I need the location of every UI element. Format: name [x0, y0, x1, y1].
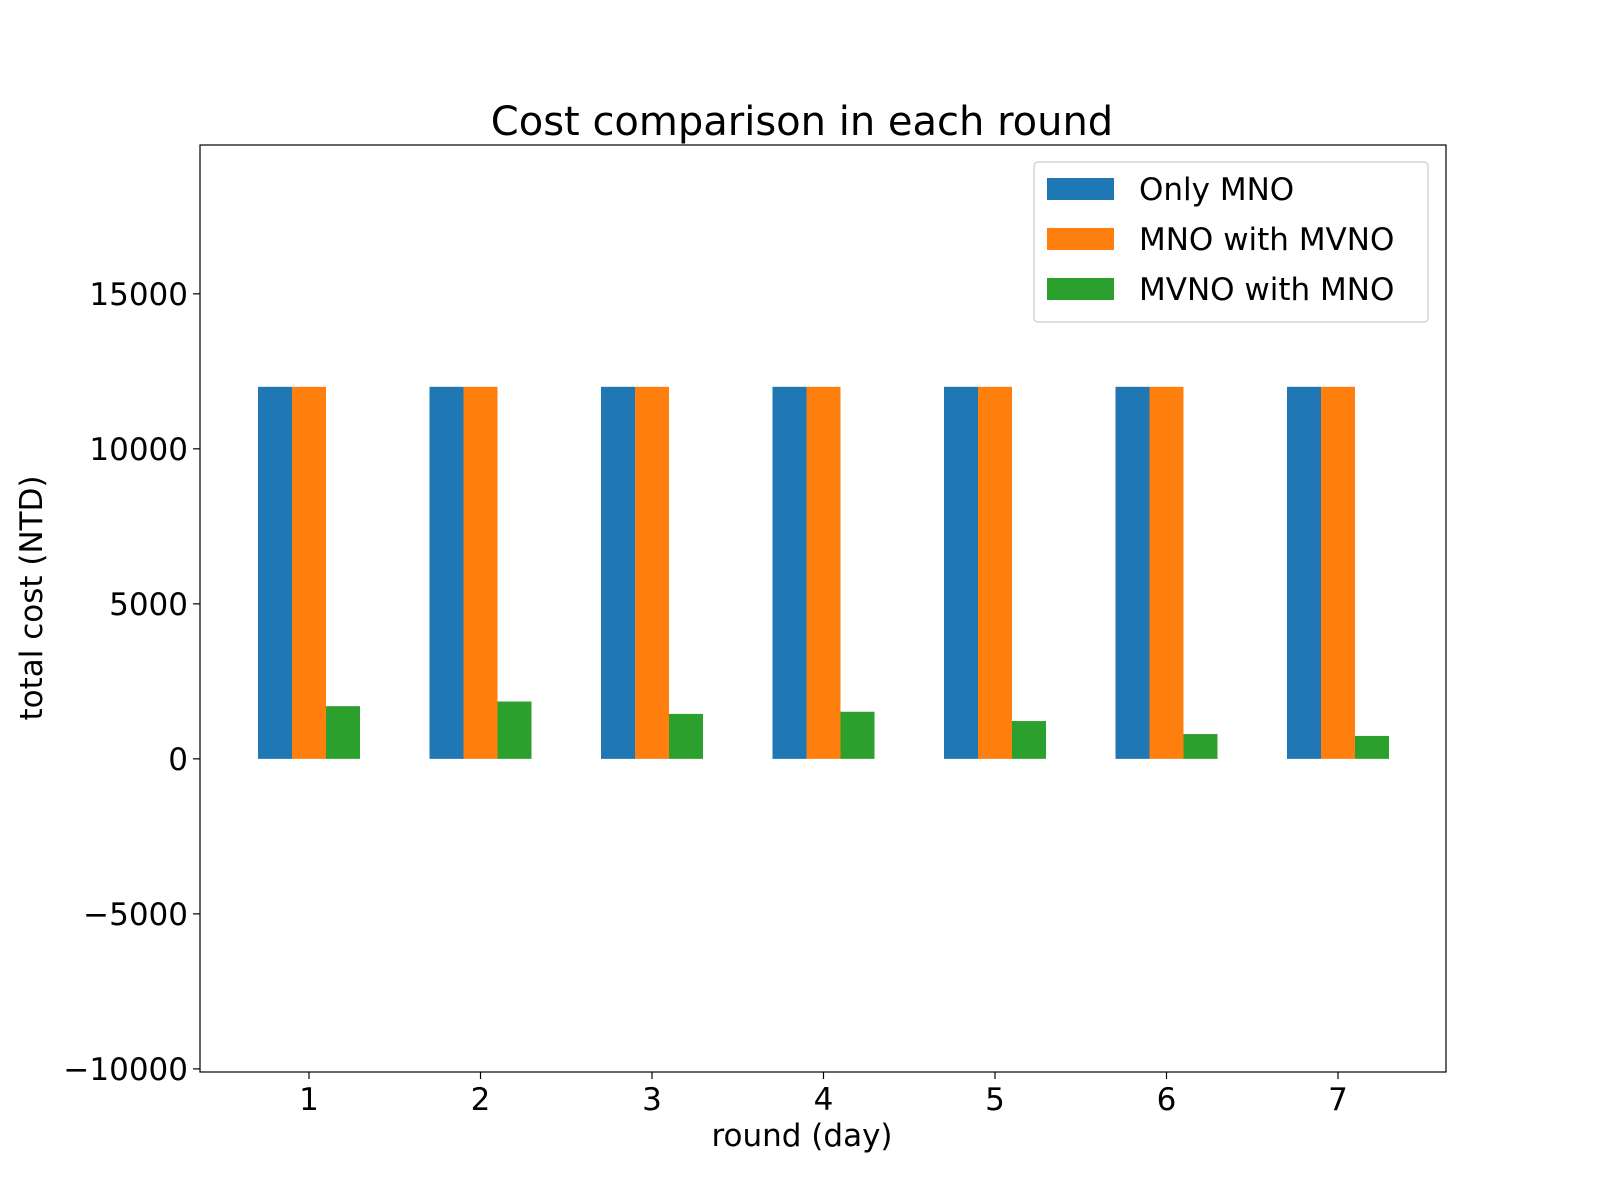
- legend-label: Only MNO: [1139, 172, 1294, 208]
- bar-series-1-round-5: [944, 386, 978, 759]
- bar-series-2-round-4: [806, 386, 841, 759]
- bar-series-1-round-6: [1115, 386, 1150, 759]
- chart-title: Cost comparison in each round: [491, 99, 1113, 145]
- legend-label: MVNO with MNO: [1139, 272, 1394, 308]
- legend-swatch: [1047, 278, 1114, 300]
- x-tick-label: 7: [1328, 1082, 1348, 1118]
- bar-series-1-round-4: [772, 386, 807, 759]
- x-axis-label: round (day): [711, 1118, 892, 1154]
- y-tick-label: −5000: [83, 897, 188, 933]
- bar-series-1-round-3: [601, 386, 635, 759]
- bar-series-3-round-1: [326, 706, 360, 759]
- bar-series-2-round-2: [463, 386, 498, 759]
- bars-layer: [258, 386, 1389, 759]
- bar-series-1-round-7: [1287, 386, 1321, 759]
- bar-series-3-round-3: [669, 713, 703, 759]
- legend-swatch: [1047, 178, 1114, 200]
- bar-series-2-round-1: [292, 386, 326, 759]
- x-tick-label: 3: [642, 1082, 662, 1118]
- bar-series-2-round-7: [1321, 386, 1355, 759]
- bar-series-3-round-4: [840, 711, 875, 759]
- legend: Only MNO MNO with MVNO MVNO with MNO: [1033, 161, 1429, 323]
- bar-series-3-round-7: [1355, 735, 1389, 759]
- x-tick-label: 4: [814, 1082, 834, 1118]
- legend-label: MNO with MVNO: [1139, 222, 1394, 258]
- axes-layer: −10000 −5000 0 5000 10000 15000 1 2 3 4 5 6 7: [63, 144, 1447, 1118]
- bar-series-3-round-6: [1183, 734, 1218, 759]
- y-tick-label: −10000: [63, 1052, 188, 1088]
- legend-box: [1033, 161, 1429, 323]
- y-axis-label: total cost (NTD): [14, 475, 50, 720]
- y-tick-label: 5000: [109, 587, 188, 623]
- bar-series-1-round-2: [429, 386, 464, 759]
- y-tick-label: 15000: [89, 277, 188, 313]
- bar-series-2-round-5: [978, 386, 1012, 759]
- y-tick-label: 10000: [89, 432, 188, 468]
- bar-series-2-round-6: [1149, 386, 1184, 759]
- x-tick-label: 1: [299, 1082, 319, 1118]
- bar-series-3-round-2: [497, 701, 532, 759]
- legend-swatch: [1047, 228, 1114, 250]
- bar-series-1-round-1: [258, 386, 292, 759]
- y-tick-label: 0: [168, 742, 188, 778]
- x-tick-label: 5: [985, 1082, 1005, 1118]
- bar-series-3-round-5: [1012, 721, 1046, 759]
- bar-series-2-round-3: [635, 386, 669, 759]
- x-tick-label: 2: [471, 1082, 491, 1118]
- x-tick-label: 6: [1157, 1082, 1177, 1118]
